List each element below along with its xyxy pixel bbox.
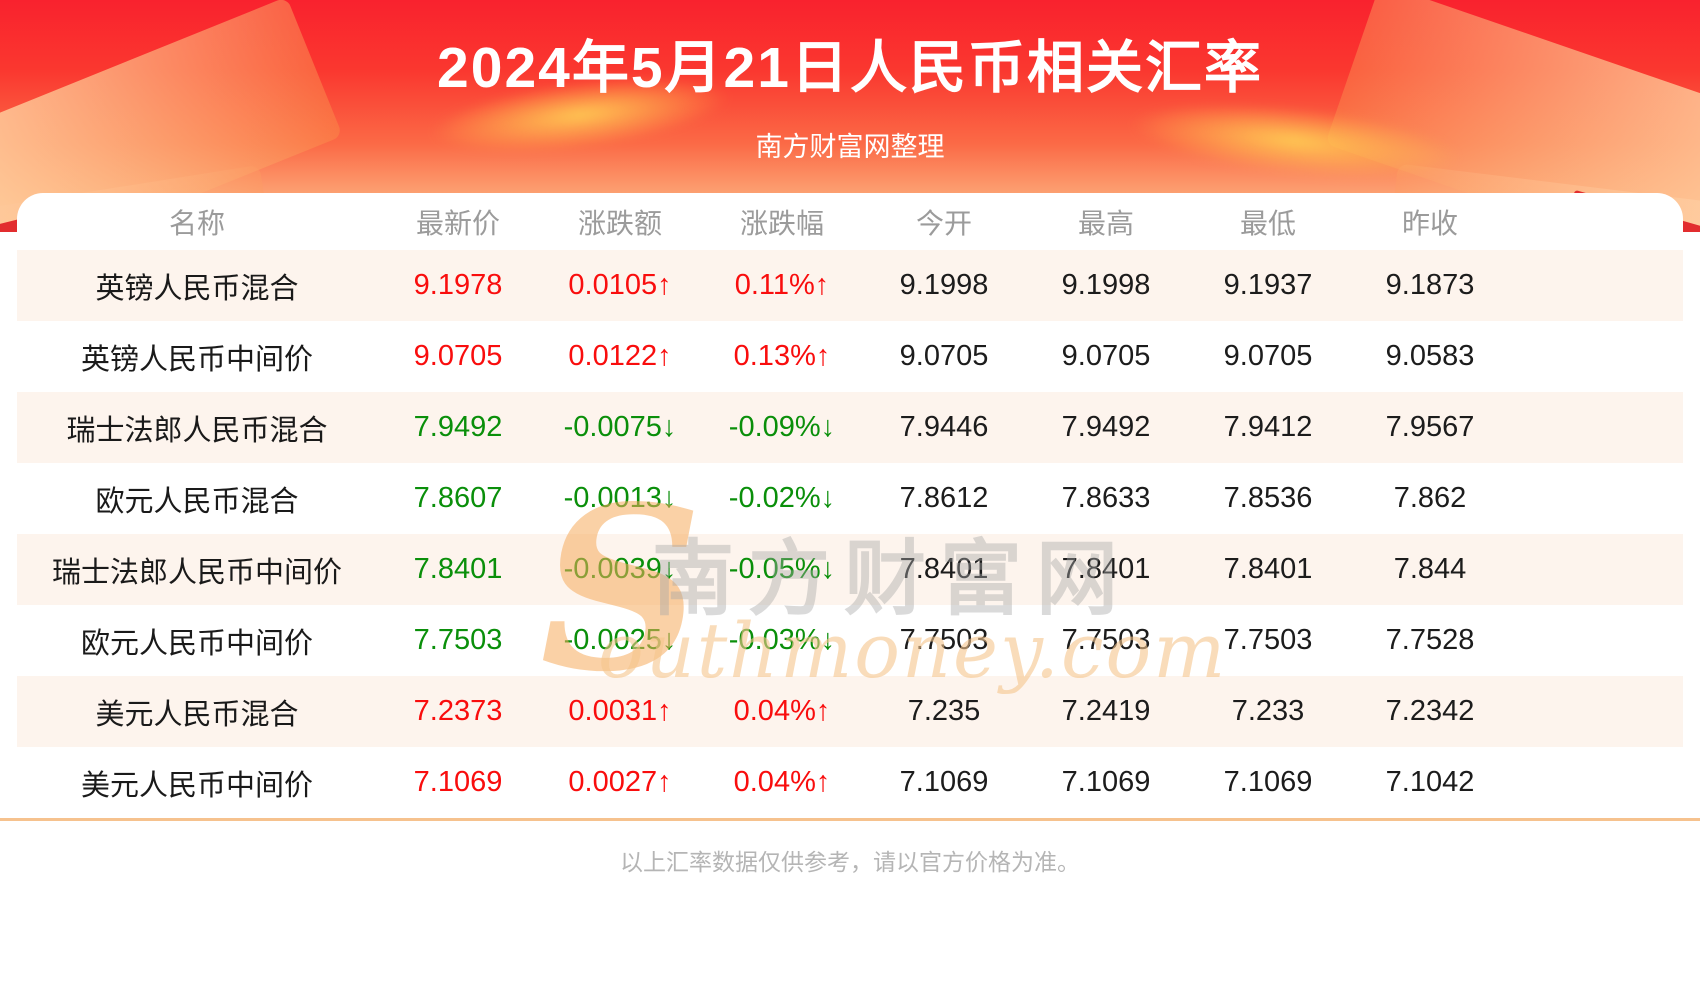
cell-prev-close: 7.9567 <box>1349 392 1511 463</box>
cell-change: 0.0122↑ <box>568 340 672 372</box>
cell-change: 0.0031↑ <box>539 676 701 747</box>
cell-latest: 7.7503 <box>413 624 503 656</box>
cell-change-pct: 0.13%↑ <box>733 340 831 372</box>
cell-name: 欧元人民币中间价 <box>80 627 313 660</box>
cell-open: 7.9446 <box>863 392 1025 463</box>
cell-open: 9.1998 <box>863 250 1025 321</box>
cell-filler <box>1511 250 1683 321</box>
cell-latest: 7.9492 <box>377 392 539 463</box>
cell-open: 7.8401 <box>863 534 1025 605</box>
cell-change-pct: 0.11%↑ <box>701 250 863 321</box>
cell-filler <box>1511 463 1683 534</box>
footer-divider <box>0 818 1700 821</box>
cell-latest: 7.8401 <box>377 534 539 605</box>
cell-prev-close: 7.1042 <box>1385 766 1475 798</box>
cell-latest: 7.1069 <box>413 766 503 798</box>
cell-name: 瑞士法郎人民币中间价 <box>17 534 377 605</box>
cell-change-pct: -0.03%↓ <box>728 624 836 656</box>
col-header-filler <box>1511 193 1683 250</box>
cell-filler <box>1511 747 1683 818</box>
cell-filler <box>1511 392 1683 463</box>
cell-filler <box>1511 676 1683 747</box>
cell-name: 欧元人民币混合 <box>95 485 299 518</box>
table-row: 欧元人民币混合 7.8607 -0.0013↓ -0.02%↓ 7.8612 7.8633… <box>17 463 1683 534</box>
cell-name: 美元人民币中间价 <box>80 769 313 802</box>
cell-low: 7.9412 <box>1187 392 1349 463</box>
table-header-row: 名称 最新价 涨跌额 涨跌幅 今开 最高 最低 昨收 <box>17 193 1683 250</box>
cell-open: 7.235 <box>863 676 1025 747</box>
col-header-high: 最高 <box>1077 207 1134 239</box>
cell-high: 7.7503 <box>1061 624 1151 656</box>
cell-latest: 9.1978 <box>377 250 539 321</box>
table-row: 瑞士法郎人民币中间价 7.8401 -0.0039↓ -0.05%↓ 7.8401 7.8… <box>17 534 1683 605</box>
col-header-latest: 最新价 <box>415 207 500 239</box>
cell-change: -0.0025↓ <box>563 624 677 656</box>
cell-low: 9.1937 <box>1187 250 1349 321</box>
cell-low: 7.8536 <box>1223 482 1313 514</box>
cell-high: 7.9492 <box>1025 392 1187 463</box>
cell-change: -0.0039↓ <box>539 534 701 605</box>
table-row: 瑞士法郎人民币混合 7.9492 -0.0075↓ -0.09%↓ 7.9446 7.94… <box>17 392 1683 463</box>
table-row: 美元人民币中间价 7.1069 0.0027↑ 0.04%↑ 7.1069 7.1069 7… <box>17 747 1683 818</box>
cell-low: 7.1069 <box>1223 766 1313 798</box>
table-row: 欧元人民币中间价 7.7503 -0.0025↓ -0.03%↓ 7.7503 7.750… <box>17 605 1683 676</box>
disclaimer-text: 以上汇率数据仅供参考，请以官方价格为准。 <box>620 849 1080 875</box>
cell-prev-close: 7.2342 <box>1349 676 1511 747</box>
cell-high: 9.0705 <box>1061 340 1151 372</box>
col-header-prev-close: 昨收 <box>1401 207 1458 239</box>
cell-change: 0.0105↑ <box>539 250 701 321</box>
cell-prev-close: 7.862 <box>1393 482 1467 514</box>
table-row: 美元人民币混合 7.2373 0.0031↑ 0.04%↑ 7.235 7.2419 7.2… <box>17 676 1683 747</box>
col-header-name: 名称 <box>168 207 225 239</box>
cell-prev-close: 9.1873 <box>1349 250 1511 321</box>
cell-open: 7.8612 <box>899 482 989 514</box>
cell-change-pct: 0.04%↑ <box>733 766 831 798</box>
cell-low: 7.7503 <box>1223 624 1313 656</box>
col-header-change-pct: 涨跌幅 <box>739 207 824 239</box>
cell-change: -0.0013↓ <box>563 482 677 514</box>
cell-change-pct: -0.02%↓ <box>728 482 836 514</box>
cell-open: 7.1069 <box>899 766 989 798</box>
page-subtitle: 南方财富网整理 <box>755 132 945 162</box>
cell-latest: 7.8607 <box>413 482 503 514</box>
cell-high: 7.1069 <box>1061 766 1151 798</box>
cell-filler <box>1511 321 1683 392</box>
col-header-change: 涨跌额 <box>577 207 662 239</box>
cell-filler <box>1511 605 1683 676</box>
cell-change-pct: -0.05%↓ <box>701 534 863 605</box>
cell-high: 7.8401 <box>1025 534 1187 605</box>
cell-prev-close: 7.7528 <box>1385 624 1475 656</box>
col-header-low: 最低 <box>1239 207 1296 239</box>
cell-change: 0.0027↑ <box>568 766 672 798</box>
rates-table: 名称 最新价 涨跌额 涨跌幅 今开 最高 最低 昨收 英镑人民币混合 9.1978… <box>17 193 1683 818</box>
cell-name: 瑞士法郎人民币混合 <box>17 392 377 463</box>
table-row: 英镑人民币混合 9.1978 0.0105↑ 0.11%↑ 9.1998 9.1998 9.… <box>17 250 1683 321</box>
cell-latest: 7.2373 <box>377 676 539 747</box>
rates-table-body: 英镑人民币混合 9.1978 0.0105↑ 0.11%↑ 9.1998 9.1998 9.… <box>17 250 1683 818</box>
rates-card: 名称 最新价 涨跌额 涨跌幅 今开 最高 最低 昨收 英镑人民币混合 9.1978… <box>17 193 1683 818</box>
cell-high: 7.2419 <box>1025 676 1187 747</box>
col-header-open: 今开 <box>915 207 972 239</box>
cell-low: 7.8401 <box>1187 534 1349 605</box>
cell-name: 英镑人民币混合 <box>17 250 377 321</box>
cell-change-pct: 0.04%↑ <box>701 676 863 747</box>
cell-high: 7.8633 <box>1061 482 1151 514</box>
cell-low: 7.233 <box>1187 676 1349 747</box>
cell-change-pct: -0.09%↓ <box>701 392 863 463</box>
cell-latest: 9.0705 <box>413 340 503 372</box>
cell-name: 美元人民币混合 <box>17 676 377 747</box>
cell-change: -0.0075↓ <box>539 392 701 463</box>
cell-open: 9.0705 <box>899 340 989 372</box>
cell-filler <box>1511 534 1683 605</box>
cell-low: 9.0705 <box>1223 340 1313 372</box>
cell-prev-close: 9.0583 <box>1385 340 1475 372</box>
table-row: 英镑人民币中间价 9.0705 0.0122↑ 0.13%↑ 9.0705 9.0705 9… <box>17 321 1683 392</box>
cell-prev-close: 7.844 <box>1349 534 1511 605</box>
page-title: 2024年5月21日人民币相关汇率 <box>437 36 1263 100</box>
cell-name: 英镑人民币中间价 <box>80 343 313 376</box>
cell-high: 9.1998 <box>1025 250 1187 321</box>
cell-open: 7.7503 <box>899 624 989 656</box>
